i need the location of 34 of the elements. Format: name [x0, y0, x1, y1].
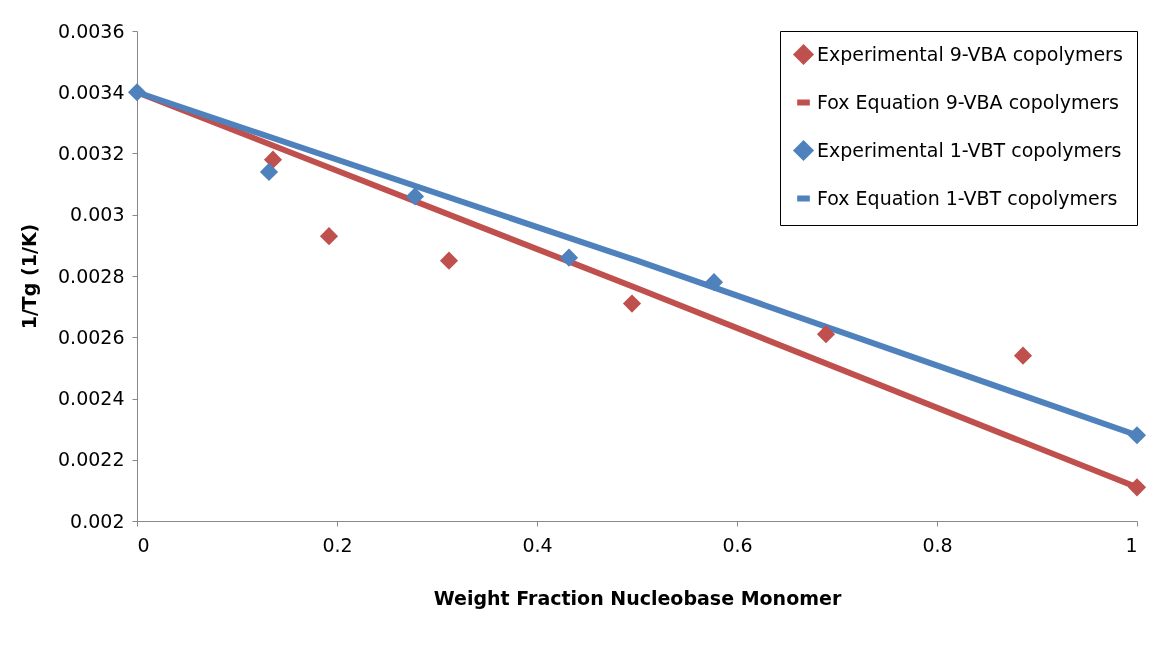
legend-label: Fox Equation 9-VBA copolymers: [817, 90, 1119, 113]
y-tick-label: 0.0024: [58, 387, 125, 409]
point: [622, 294, 642, 313]
point: [1127, 426, 1147, 445]
y-tick-label: 0.0034: [58, 80, 125, 103]
y-tick-label: 0.0036: [58, 19, 125, 42]
x-tick-label: 0.2: [322, 533, 353, 556]
point: [439, 251, 459, 270]
legend-label: Fox Equation 1-VBT copolymers: [817, 186, 1118, 209]
legend-label: Experimental 1-VBT copolymers: [817, 138, 1122, 161]
point: [259, 162, 279, 181]
x-tick-label: 0.6: [722, 533, 753, 556]
y-axis-title: 1/Tg (1/K): [18, 223, 41, 330]
y-tick-label: 0.0028: [58, 264, 125, 287]
x-tick-label: 0.8: [922, 533, 953, 556]
x-tick-label: 1: [1125, 533, 1138, 556]
y-tick-label: 0.002: [70, 509, 125, 532]
y-tick-label: 0.003: [70, 203, 125, 226]
legend-label: Experimental 9-VBA copolymers: [817, 42, 1123, 65]
x-axis-title: Weight Fraction Nucleobase Monomer: [433, 586, 842, 609]
y-tick-label: 0.0022: [58, 448, 125, 471]
point: [1013, 346, 1033, 365]
point: [405, 187, 425, 206]
x-tick-label: 0: [137, 533, 150, 556]
point: [816, 325, 836, 344]
x-tick-label: 0.4: [522, 533, 553, 556]
point: [1127, 478, 1147, 497]
point: [263, 150, 283, 169]
point: [127, 83, 147, 102]
point: [319, 227, 339, 246]
point: [704, 273, 724, 292]
y-tick-label: 0.0026: [58, 325, 125, 348]
y-tick-label: 0.0032: [58, 142, 125, 164]
point: [559, 248, 579, 267]
